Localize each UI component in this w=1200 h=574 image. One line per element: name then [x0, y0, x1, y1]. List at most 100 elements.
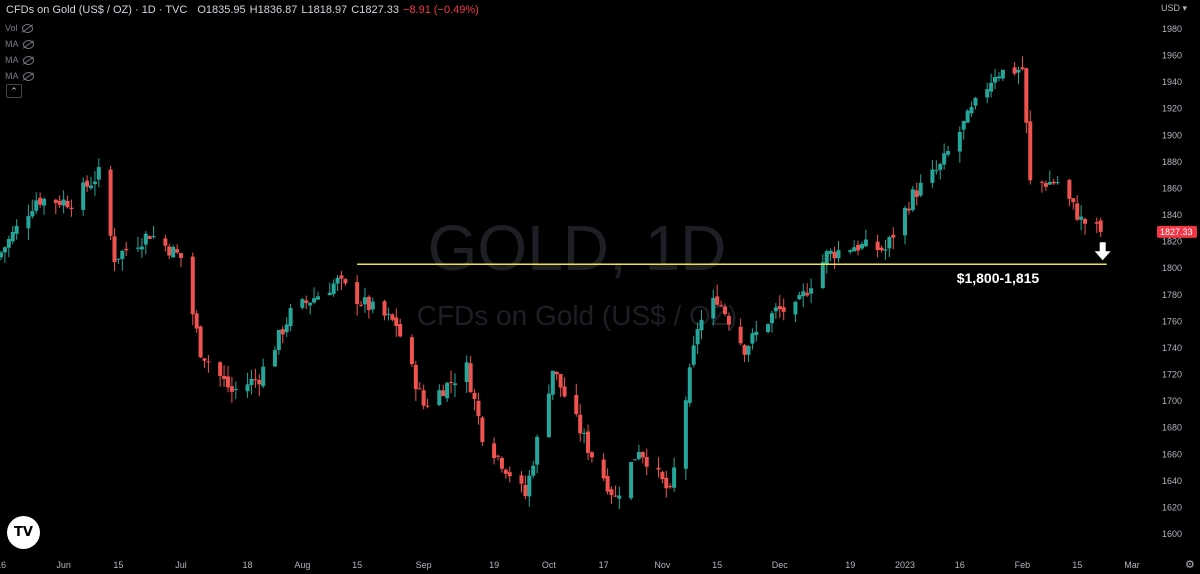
- candle-body: [147, 236, 152, 239]
- candle-body: [6, 239, 11, 248]
- candle-body: [507, 472, 512, 477]
- candle-body: [910, 189, 915, 211]
- candle-body: [245, 384, 250, 392]
- time-tick-label: Feb: [1015, 560, 1031, 570]
- candle-body: [820, 262, 825, 289]
- candle-body: [1079, 216, 1084, 220]
- currency-label[interactable]: USD ▾: [1161, 3, 1188, 13]
- indicator-ma-3[interactable]: MA: [5, 71, 34, 81]
- candle-body: [331, 283, 336, 294]
- candle-body: [601, 459, 606, 479]
- candle-body: [656, 467, 661, 470]
- price-tick-label: 1800: [1162, 263, 1182, 273]
- candle-body: [1016, 69, 1021, 73]
- candle-body: [315, 296, 320, 300]
- arrow-shape: [1094, 242, 1111, 261]
- support-level-label: $1,800-1,815: [957, 270, 1040, 286]
- candle-body: [135, 247, 140, 249]
- candle-body: [249, 378, 254, 385]
- hidden-eye-icon[interactable]: [22, 39, 34, 49]
- time-tick-label: Sep: [416, 560, 432, 570]
- candle-body: [417, 388, 422, 390]
- indicator-ma-1[interactable]: MA: [5, 39, 34, 49]
- candle-body: [1020, 67, 1025, 70]
- down-arrow-icon: [1094, 242, 1111, 261]
- candle-body: [586, 431, 591, 453]
- price-tick-label: 1880: [1162, 157, 1182, 167]
- candle-body: [699, 319, 704, 331]
- time-tick-label: 19: [489, 560, 499, 570]
- candle-body: [413, 364, 418, 390]
- candle-body: [96, 167, 101, 180]
- price-tick-label: 1680: [1162, 423, 1182, 433]
- candle-body: [355, 282, 360, 304]
- candle-body: [57, 200, 62, 206]
- candle-body: [797, 294, 802, 300]
- symbol-title[interactable]: CFDs on Gold (US$ / OZ) · 1D · TVC: [6, 4, 188, 16]
- candle-body: [632, 459, 637, 461]
- candle-body: [726, 315, 731, 325]
- indicator-vol[interactable]: Vol: [5, 23, 33, 33]
- candle-body: [1024, 68, 1029, 123]
- time-tick-label: 19: [845, 560, 855, 570]
- hidden-eye-icon[interactable]: [21, 23, 33, 33]
- settings-gear-icon[interactable]: ⚙: [1185, 559, 1195, 571]
- candle-body: [550, 370, 555, 395]
- hidden-eye-icon[interactable]: [22, 71, 34, 81]
- candle-body: [124, 248, 129, 251]
- candle-body: [672, 467, 677, 488]
- candle-body: [722, 306, 727, 315]
- time-tick-label: Nov: [654, 560, 671, 570]
- candle-body: [942, 153, 947, 165]
- candle-body: [175, 249, 180, 253]
- candle-body: [903, 207, 908, 236]
- candle-body: [1094, 222, 1099, 224]
- hidden-eye-icon[interactable]: [22, 55, 34, 65]
- price-tick-label: 1740: [1162, 343, 1182, 353]
- candle-body: [973, 98, 978, 106]
- candle-body: [859, 244, 864, 249]
- candle-body: [989, 82, 994, 92]
- candle-body: [288, 308, 293, 327]
- candle-body: [312, 298, 317, 303]
- candle-body: [30, 211, 35, 217]
- candle-body: [167, 246, 172, 256]
- time-tick-label: Aug: [294, 560, 310, 570]
- low-value: L1818.97: [301, 4, 348, 16]
- price-tick-label: 1940: [1162, 77, 1182, 87]
- candle-body: [53, 199, 58, 203]
- candle-body: [92, 181, 97, 185]
- candle-body: [464, 362, 469, 383]
- candle-body: [85, 180, 90, 187]
- time-tick-label: 15: [352, 560, 362, 570]
- candle-body: [1098, 220, 1103, 232]
- time-axis[interactable]: 16 Jun 15 Jul 18 Aug 15 Sep 19 Oct 17 Nov 15 Dec 19 202…: [0, 560, 1140, 570]
- candle-body: [229, 386, 234, 392]
- candle-body: [452, 383, 457, 386]
- indicator-ma-2[interactable]: MA: [5, 55, 34, 65]
- price-axis[interactable]: 1600 1620 1640 1660 1680 1700 1720 1740 1760 1780…: [1162, 24, 1182, 539]
- time-tick-label: 15: [113, 560, 123, 570]
- indicator-ma-label: MA: [5, 71, 19, 81]
- symbol-header[interactable]: CFDs on Gold (US$ / OZ) · 1D · TVC O1835…: [6, 4, 479, 16]
- candle-body: [190, 256, 195, 315]
- candle-body: [300, 299, 305, 308]
- candle-body: [61, 199, 66, 206]
- candle-body: [957, 131, 962, 152]
- candle-body: [304, 300, 309, 304]
- collapse-indicators-button[interactable]: ⌃: [6, 84, 22, 98]
- price-tick-label: 1720: [1162, 370, 1182, 380]
- candle-body: [691, 345, 696, 365]
- price-tick-label: 1900: [1162, 130, 1182, 140]
- candle-body: [112, 236, 117, 263]
- candle-body: [253, 379, 258, 381]
- candle-body: [386, 313, 391, 315]
- tradingview-logo[interactable]: TV: [7, 516, 40, 549]
- candle-body: [805, 292, 810, 296]
- candle-body: [261, 366, 266, 387]
- time-tick-label: 15: [712, 560, 722, 570]
- candle-body: [687, 367, 692, 403]
- candle-body: [496, 455, 501, 457]
- candle-body: [1075, 203, 1080, 220]
